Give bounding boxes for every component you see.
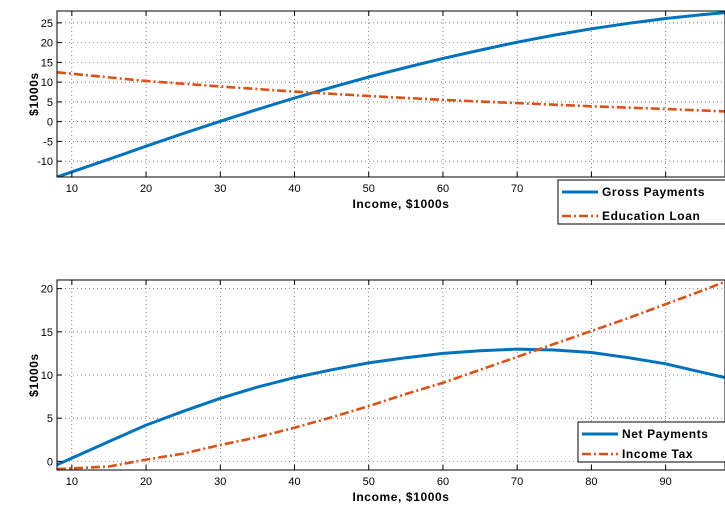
y-tick-label: 20 (41, 38, 53, 50)
x-axis-label: Income, $1000s (352, 197, 449, 211)
x-tick-label: 60 (437, 476, 449, 488)
y-tick-label: 20 (41, 284, 53, 296)
y-tick-label: 15 (41, 327, 53, 339)
chart-2: 10 20 30 40 50 60 70 80 90 0 5 10 15 20 Income, $1000s… (27, 279, 725, 504)
legend-label-1: Net Payments (622, 427, 709, 441)
legend: Gross Payments Education Loan (557, 179, 725, 225)
chart-1: 102030405060708090-10-50510152025Income,… (27, 10, 725, 225)
y-tick-label: 25 (41, 18, 53, 30)
series-line-1 (57, 11, 725, 177)
x-tick-label: 60 (437, 183, 449, 195)
y-tick-label: 10 (41, 370, 53, 382)
x-tick-label: 70 (511, 476, 523, 488)
series-line-1 (57, 347, 725, 467)
x-tick-label: 20 (140, 183, 152, 195)
legend-box (577, 421, 725, 463)
x-tick-label: 10 (66, 476, 78, 488)
y-tick-label: 0 (47, 117, 53, 129)
y-tick-label: -10 (37, 156, 53, 168)
x-tick-label: 50 (363, 476, 375, 488)
y-tick-label: 10 (41, 77, 53, 89)
y-axis-label: $1000s (27, 72, 41, 116)
legend-label-2: Education Loan (602, 209, 700, 223)
y-tick-label: 15 (41, 57, 53, 69)
y-axis-label: $1000s (27, 353, 41, 397)
series-group (57, 280, 725, 470)
y-tick-label: 5 (47, 97, 53, 109)
x-tick-label: 70 (511, 183, 523, 195)
legend: Net Payments Income Tax (577, 421, 725, 463)
axes-box (56, 10, 725, 178)
x-tick-label: 10 (66, 183, 78, 195)
y-tick-label: 5 (47, 413, 53, 425)
legend-label-2: Income Tax (622, 447, 693, 461)
x-tick-label: 90 (659, 476, 671, 488)
x-tick-label: 80 (585, 476, 597, 488)
x-tick-label: 40 (288, 476, 300, 488)
x-tick-label: 30 (214, 183, 226, 195)
y-tick-label: 0 (47, 456, 53, 468)
legend-label-1: Gross Payments (602, 185, 705, 199)
series-group (57, 11, 725, 177)
x-tick-label: 30 (214, 476, 226, 488)
series-line-2 (57, 71, 725, 113)
x-tick-label: 20 (140, 476, 152, 488)
x-tick-label: 50 (363, 183, 375, 195)
x-tick-label: 40 (288, 183, 300, 195)
series-line-2 (57, 280, 725, 470)
x-axis-label: Income, $1000s (352, 490, 449, 504)
y-tick-label: -5 (43, 136, 53, 148)
